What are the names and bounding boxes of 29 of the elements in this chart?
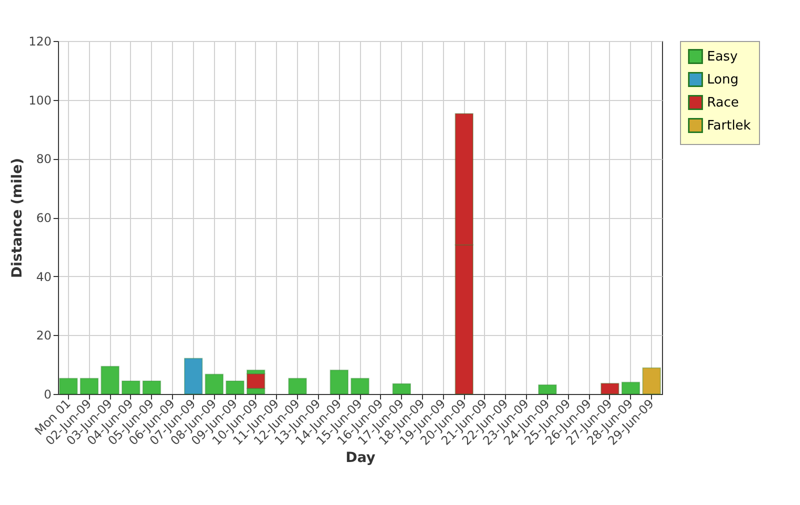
bar	[600, 382, 620, 394]
bar	[59, 378, 78, 394]
bar	[392, 383, 412, 394]
bar	[100, 366, 120, 394]
bar	[80, 378, 99, 394]
y-tick-label: 20	[36, 328, 52, 343]
bar	[184, 358, 203, 394]
bar	[330, 370, 349, 394]
y-tick-label: 60	[36, 211, 52, 225]
y-tick-label: 120	[28, 34, 52, 48]
bar	[642, 367, 661, 394]
legend-label: Easy	[707, 50, 738, 64]
bar	[538, 384, 557, 394]
bar	[204, 374, 224, 394]
bar	[122, 380, 140, 394]
bar	[350, 378, 370, 394]
y-tick-label: 0	[44, 388, 52, 402]
legend-label: Fartlek	[707, 118, 752, 134]
y-axis-title: Distance (mile)	[10, 158, 26, 278]
bar	[288, 378, 307, 394]
legend-label: Long	[707, 72, 738, 88]
x-axis-title: Day	[346, 450, 376, 466]
y-tick-label: 40	[36, 270, 52, 284]
bar	[142, 380, 162, 394]
y-tick-label: 80	[36, 152, 52, 166]
bar	[621, 382, 640, 394]
bar	[226, 380, 244, 394]
y-tick-label: 100	[28, 93, 52, 108]
legend-label: Race	[707, 96, 739, 110]
